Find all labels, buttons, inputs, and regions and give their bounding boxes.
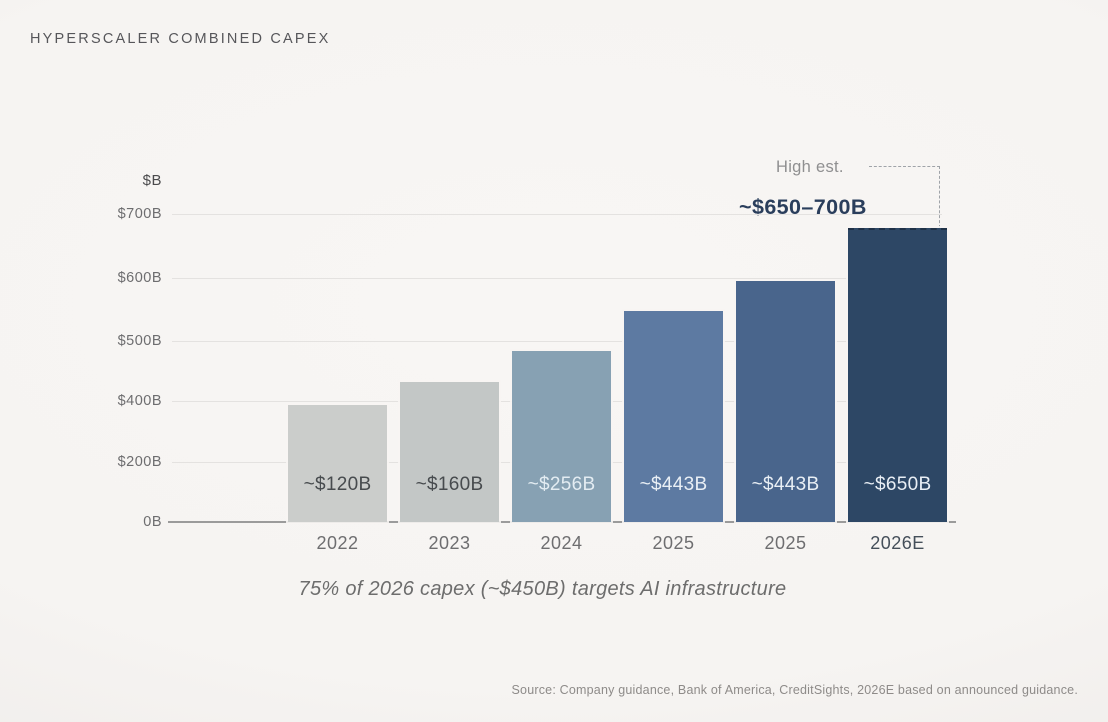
- bar-2023: ~$160B: [400, 382, 499, 522]
- annotation-high-estimate-value: ~$650–700B: [739, 195, 867, 219]
- bar-2025: ~$443B: [736, 281, 835, 522]
- bar-value-label: ~$650B: [863, 474, 932, 495]
- y-axis-tick-label: $500B: [117, 333, 162, 349]
- source-attribution: Source: Company guidance, Bank of Americ…: [511, 683, 1078, 697]
- bar-value-label: ~$443B: [639, 474, 708, 495]
- annotation-dashed-line-horizontal: [869, 166, 940, 167]
- x-axis-label-2025: 2025: [764, 533, 807, 553]
- annotation-dashed-line-vertical: [939, 166, 940, 228]
- bar-2025: ~$443B: [624, 311, 723, 522]
- y-axis-tick-label: $200B: [117, 454, 162, 470]
- x-axis-label-2025: 2025: [652, 533, 695, 553]
- gridline: [172, 214, 942, 215]
- x-axis-label-2022: 2022: [316, 533, 359, 553]
- bar-value-label: ~$160B: [415, 474, 484, 495]
- bar-value-label: ~$120B: [303, 474, 372, 495]
- chart-title: HYPERSCALER COMBINED CAPEX: [30, 31, 331, 47]
- y-axis-unit-label: $B: [142, 172, 162, 189]
- bar-2024: ~$256B: [512, 351, 611, 522]
- gridline: [172, 341, 942, 342]
- chart-subtitle: 75% of 2026 capex (~$450B) targets AI in…: [298, 578, 787, 600]
- y-axis-tick-label: $400B: [117, 393, 162, 409]
- gridline: [172, 278, 942, 279]
- x-axis-label-2026E: 2026E: [870, 533, 925, 553]
- y-axis-tick-label: 0B: [143, 514, 162, 530]
- bar-value-label: ~$443B: [751, 474, 820, 495]
- x-axis-label-2023: 2023: [428, 533, 471, 553]
- bar-2026E: ~$650B: [848, 228, 947, 522]
- bar-2022: ~$120B: [288, 405, 387, 522]
- annotation-high-estimate-label: High est.: [776, 158, 844, 176]
- x-axis-label-2024: 2024: [540, 533, 583, 553]
- bar-value-label: ~$256B: [527, 474, 596, 495]
- y-axis-tick-label: $600B: [117, 270, 162, 286]
- y-axis-tick-label: $700B: [117, 206, 162, 222]
- x-axis-line: [168, 521, 956, 523]
